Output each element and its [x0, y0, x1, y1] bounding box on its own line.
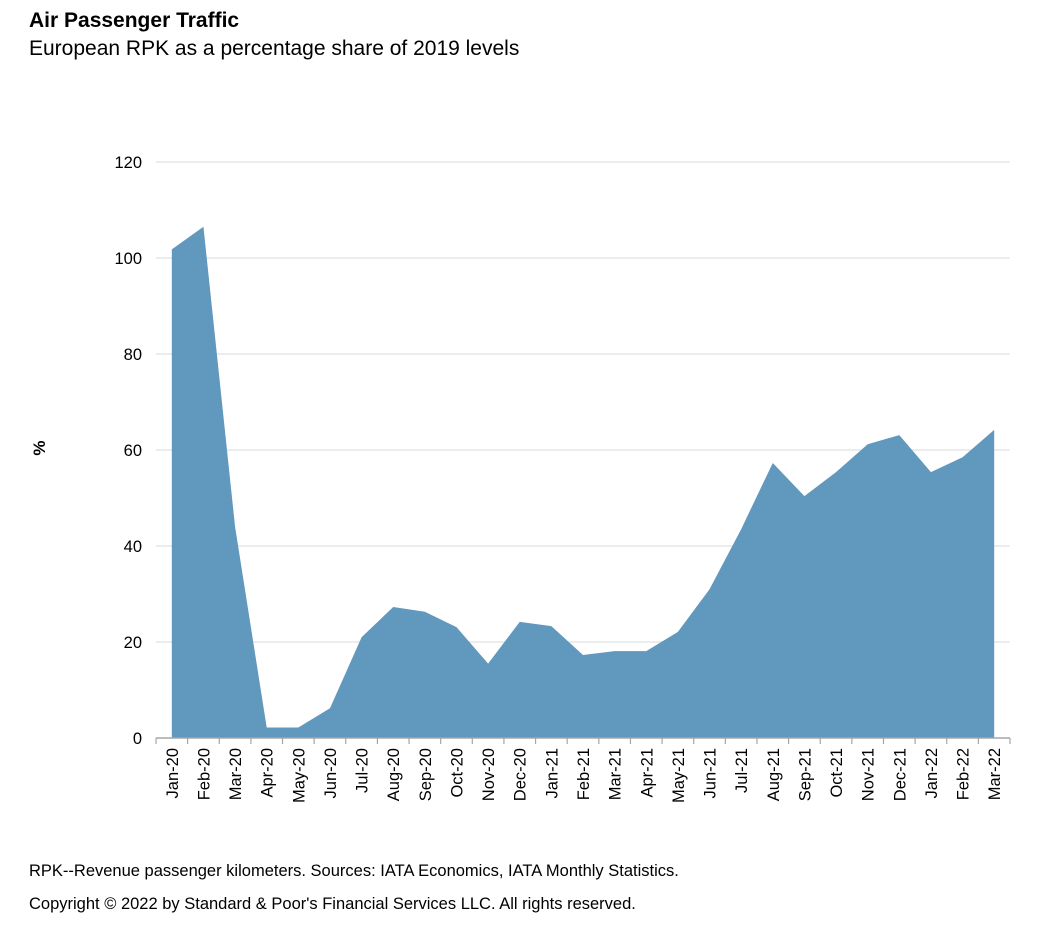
data-point [708, 587, 712, 591]
x-tick-label: Jun-21 [702, 748, 720, 798]
x-tick-label: Jul-21 [733, 748, 751, 793]
data-point [423, 610, 427, 614]
x-tick-label: Feb-20 [195, 748, 213, 800]
x-tick-label: Jan-21 [543, 748, 561, 798]
data-point [201, 225, 205, 229]
x-tick-label: Sep-21 [796, 748, 814, 801]
data-point [391, 605, 395, 609]
data-point [328, 706, 332, 710]
source-note: RPK--Revenue passenger kilometers. Sourc… [29, 862, 679, 880]
y-tick-label: 100 [114, 250, 142, 268]
area-series [170, 225, 996, 739]
y-tick-label: 80 [124, 346, 142, 364]
data-point [739, 527, 743, 531]
x-tick-label: Nov-20 [480, 748, 498, 801]
data-point [771, 461, 775, 465]
x-tick-label: Jan-22 [923, 748, 941, 798]
data-point [360, 635, 364, 639]
chart-title: Air Passenger Traffic [29, 9, 240, 32]
x-tick-label: Nov-21 [860, 748, 878, 801]
x-tick-label: Sep-20 [417, 748, 435, 801]
x-tick-label: Oct-21 [828, 748, 846, 798]
x-tick-label: May-20 [290, 748, 308, 803]
x-tick-label: Jul-20 [354, 748, 372, 793]
y-tick-label: 120 [114, 154, 142, 172]
data-point [581, 653, 585, 657]
x-tick-label: Oct-20 [448, 748, 466, 798]
x-tick-label: Jan-20 [164, 748, 182, 798]
data-point [170, 247, 174, 251]
data-point [676, 630, 680, 634]
x-tick-label: Mar-20 [227, 748, 245, 800]
data-point [866, 442, 870, 446]
x-tick-label: Dec-21 [891, 748, 909, 801]
data-point [549, 624, 553, 628]
y-tick-label: 60 [124, 442, 142, 460]
x-tick-label: Mar-21 [607, 748, 625, 800]
data-point [961, 455, 965, 459]
x-tick-label: May-21 [670, 748, 688, 803]
x-tick-label: Apr-20 [259, 748, 277, 798]
y-axis-label: % [30, 440, 49, 455]
x-tick-label: Aug-21 [765, 748, 783, 801]
chart-subtitle: European RPK as a percentage share of 20… [29, 37, 520, 60]
x-tick-label: Jun-20 [322, 748, 340, 798]
x-tick-label: Aug-20 [385, 748, 403, 801]
x-tick-label: Feb-22 [955, 748, 973, 800]
data-point [265, 725, 269, 729]
copyright-note: Copyright © 2022 by Standard & Poor's Fi… [29, 895, 636, 913]
data-point [518, 620, 522, 624]
data-point [486, 662, 490, 666]
x-axis: Jan-20 Feb-20 Mar-20 Apr-20 May-20 Jun-20 Jul-… [155, 737, 1011, 803]
data-point [992, 428, 996, 432]
x-tick-label: Dec-20 [512, 748, 530, 801]
x-tick-label: Mar-22 [986, 748, 1004, 800]
data-point [897, 433, 901, 437]
x-tick-label: Feb-21 [575, 748, 593, 800]
data-point [644, 649, 648, 653]
y-tick-label: 20 [124, 634, 142, 652]
x-tick-label: Apr-21 [638, 748, 656, 798]
data-point [613, 649, 617, 653]
y-axis: 0 20 40 60 80 100 120 [114, 154, 142, 748]
data-point [802, 494, 806, 498]
data-point [233, 525, 237, 529]
y-tick-label: 40 [124, 538, 142, 556]
data-point [929, 470, 933, 474]
data-point [834, 470, 838, 474]
data-point [296, 725, 300, 729]
area-fill [171, 226, 995, 739]
data-point [454, 625, 458, 629]
y-tick-label: 0 [133, 730, 142, 748]
